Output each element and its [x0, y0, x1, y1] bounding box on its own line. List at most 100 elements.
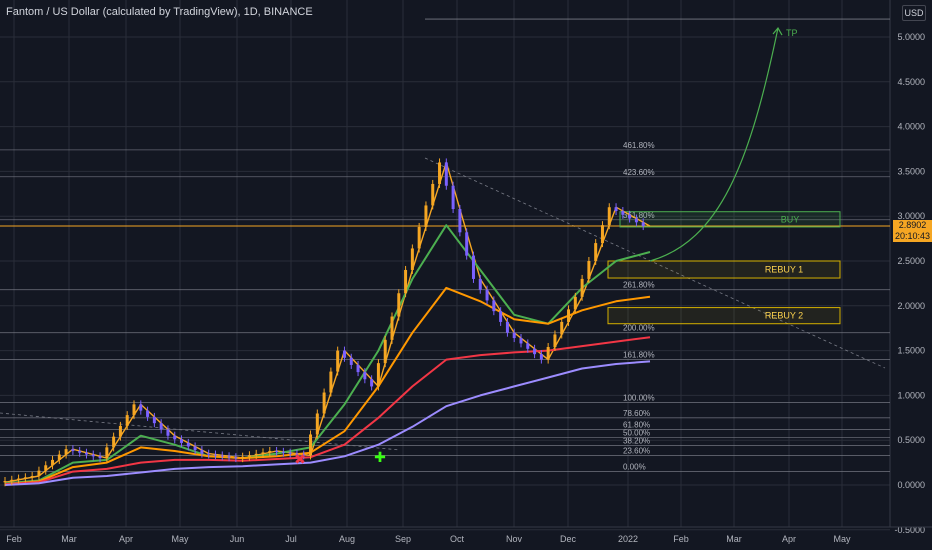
y-tick-label: 0.0000: [897, 480, 925, 490]
chart-title: Fantom / US Dollar (calculated by Tradin…: [6, 6, 313, 18]
candle-body: [614, 207, 618, 212]
candle-body: [512, 332, 516, 339]
candle-body: [607, 207, 611, 226]
candle-body: [641, 222, 645, 227]
zone-label: REBUY 1: [765, 265, 803, 275]
x-tick-label: Mar: [726, 534, 742, 544]
candle-body: [417, 226, 421, 249]
y-tick-label: 4.0000: [897, 122, 925, 132]
candle-body: [580, 278, 584, 297]
candle-body: [268, 450, 272, 453]
candle-body: [634, 218, 638, 223]
candle-body: [309, 434, 313, 456]
candle-body: [553, 334, 557, 348]
candle-body: [295, 453, 299, 455]
candle-body: [275, 450, 279, 452]
y-tick-label: 3.0000: [897, 211, 925, 221]
y-tick-label: 2.5000: [897, 256, 925, 266]
last-price-tag: 2.8902 20:10:43: [893, 220, 932, 242]
ma-orange-line: [4, 286, 651, 486]
x-tick-label: Nov: [506, 534, 523, 544]
candle-body: [370, 379, 374, 387]
candle-body: [84, 452, 88, 455]
candle-body: [526, 343, 530, 349]
candle-body: [152, 416, 156, 424]
target-label: TP: [786, 28, 798, 38]
candle-body: [424, 205, 428, 227]
x-tick-label: Dec: [560, 534, 577, 544]
projection-curve: [649, 27, 779, 262]
candle-body: [281, 451, 285, 453]
candle-body: [213, 454, 217, 456]
candle-body: [193, 446, 197, 451]
currency-button[interactable]: USD: [902, 5, 926, 21]
candle-body: [376, 363, 380, 387]
candle-body: [458, 209, 462, 233]
candle-body: [315, 413, 319, 435]
y-tick-label: 0.5000: [897, 435, 925, 445]
candle-body: [159, 423, 163, 430]
candle-body: [23, 477, 27, 479]
candle-body: [220, 455, 224, 457]
candle-body: [363, 372, 367, 380]
candle-body: [288, 452, 292, 454]
fib-level-label: 50.00%: [623, 429, 650, 438]
candle-body: [10, 479, 14, 482]
candle-body: [383, 339, 387, 364]
candle-body: [492, 300, 496, 312]
fib-level-label: 261.80%: [623, 281, 655, 290]
y-tick-label: 2.0000: [897, 301, 925, 311]
fib-level-label: 200.00%: [623, 324, 655, 333]
candle-body: [302, 454, 306, 456]
candle-body: [180, 439, 184, 443]
last-price: 2.8902: [898, 220, 927, 230]
candle-body: [105, 447, 109, 459]
candle-body: [3, 481, 7, 483]
zone-label: BUY: [781, 214, 800, 224]
x-tick-label: Oct: [450, 534, 465, 544]
fib-level-label: 361.80%: [623, 211, 655, 220]
y-tick-label: 4.5000: [897, 77, 925, 87]
candle-body: [404, 269, 408, 294]
candle-body: [98, 456, 102, 459]
y-tick-label: -0.5000: [894, 525, 925, 535]
x-tick-label: Apr: [782, 534, 796, 544]
zone-buy: [619, 211, 841, 228]
candle-body: [234, 457, 238, 459]
fib-level-label: 23.60%: [623, 446, 650, 455]
sell-signal-marker: ✖: [294, 452, 306, 468]
candle-body: [471, 255, 475, 279]
ma-green-line: [4, 224, 651, 485]
ma-purple-line: [4, 360, 651, 486]
y-tick-label: 1.0000: [897, 390, 925, 400]
candle-body: [207, 453, 211, 455]
candle-body: [465, 232, 469, 256]
candle-body: [17, 478, 21, 480]
candle-body: [186, 442, 190, 447]
candle-body: [254, 453, 258, 456]
candle-body: [390, 316, 394, 340]
x-tick-label: Apr: [119, 534, 133, 544]
candle-body: [166, 429, 170, 436]
x-tick-label: May: [833, 534, 851, 544]
x-tick-label: Feb: [673, 534, 689, 544]
candle-body: [51, 459, 55, 466]
candle-body: [519, 338, 523, 344]
fib-level-label: 100.00%: [623, 394, 655, 403]
fib-level-label: 38.20%: [623, 437, 650, 446]
trendline-lower: [0, 412, 401, 451]
candle-body: [356, 364, 360, 373]
candle-body: [112, 436, 116, 448]
x-tick-label: Sep: [395, 534, 411, 544]
candle-body: [533, 348, 537, 355]
candle-body: [78, 450, 82, 453]
candle-body: [628, 214, 632, 219]
candle-body: [64, 449, 68, 455]
fib-level-label: 78.60%: [623, 409, 650, 418]
candle-body: [146, 410, 150, 417]
x-tick-label: 2022: [618, 534, 638, 544]
fib-level-label: 0.00%: [623, 463, 646, 472]
candle-body: [431, 183, 435, 206]
